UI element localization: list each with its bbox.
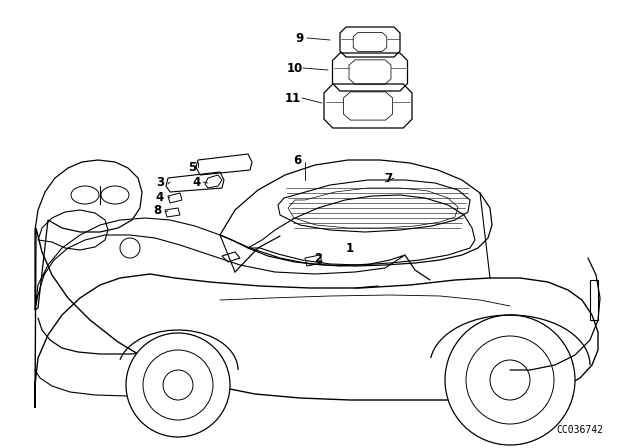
Text: 2: 2 — [314, 251, 322, 264]
Text: 6: 6 — [293, 154, 301, 167]
Text: 7: 7 — [384, 172, 392, 185]
Text: 9: 9 — [296, 31, 304, 44]
Text: 4: 4 — [156, 190, 164, 203]
Text: 4: 4 — [193, 176, 201, 189]
Text: 11: 11 — [285, 91, 301, 104]
Circle shape — [126, 333, 230, 437]
Text: 10: 10 — [287, 61, 303, 74]
Text: 3: 3 — [156, 176, 164, 189]
Text: CC036742: CC036742 — [557, 425, 604, 435]
Text: 1: 1 — [346, 241, 354, 254]
Text: 8: 8 — [153, 203, 161, 216]
Text: 5: 5 — [188, 160, 196, 173]
Circle shape — [445, 315, 575, 445]
